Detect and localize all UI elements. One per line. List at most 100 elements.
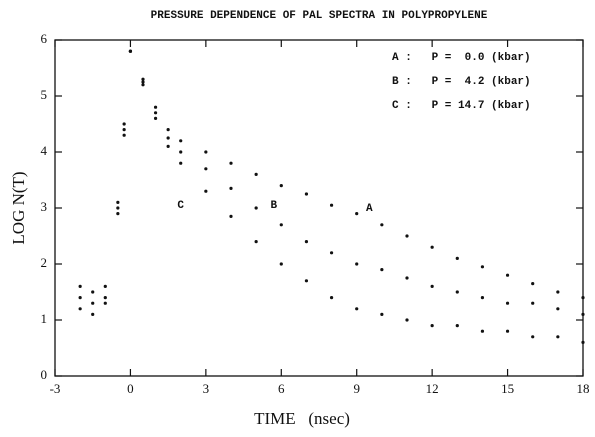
data-point xyxy=(179,139,183,143)
data-point xyxy=(103,296,107,300)
data-point xyxy=(78,296,82,300)
data-point xyxy=(581,296,585,300)
data-point xyxy=(229,214,233,218)
data-point xyxy=(355,262,359,266)
data-point xyxy=(304,192,309,196)
data-point xyxy=(166,128,170,132)
data-point xyxy=(304,240,309,244)
data-point xyxy=(153,105,158,109)
data-point xyxy=(153,116,158,120)
data-point xyxy=(229,186,233,190)
data-point xyxy=(116,212,120,216)
y-tick-label: 2 xyxy=(41,255,48,270)
data-point xyxy=(480,329,485,333)
data-point xyxy=(355,307,359,311)
data-point xyxy=(122,122,126,126)
x-tick-label: 0 xyxy=(127,381,134,396)
data-point xyxy=(405,234,409,238)
data-point xyxy=(455,256,459,260)
data-point xyxy=(556,290,560,294)
data-point xyxy=(480,296,485,300)
data-point xyxy=(116,206,120,210)
x-tick-label: 15 xyxy=(501,381,514,396)
data-point xyxy=(531,301,535,305)
legend-entry: A : P = 0.0 (kbar) xyxy=(392,52,531,64)
y-tick-label: 6 xyxy=(41,31,48,46)
data-point xyxy=(116,200,120,204)
data-point xyxy=(141,77,145,81)
data-point xyxy=(329,251,334,255)
data-point xyxy=(91,290,95,294)
data-point xyxy=(329,203,334,207)
data-point xyxy=(505,301,510,305)
y-tick-label: 4 xyxy=(41,143,48,158)
data-point xyxy=(480,265,485,269)
data-point xyxy=(166,136,170,140)
y-axis-label: LOG N(T) xyxy=(9,171,28,244)
data-point xyxy=(505,329,510,333)
chart-title: PRESSURE DEPENDENCE OF PAL SPECTRA IN PO… xyxy=(151,10,488,22)
data-point xyxy=(455,324,459,328)
data-point xyxy=(141,80,145,84)
y-tick-label: 0 xyxy=(41,367,48,382)
data-point xyxy=(229,161,233,165)
data-point xyxy=(204,189,208,193)
x-tick-label: 3 xyxy=(203,381,210,396)
data-point xyxy=(279,184,283,188)
y-tick-label: 1 xyxy=(41,311,48,326)
x-tick-label: 18 xyxy=(577,381,590,396)
x-tick-label: 12 xyxy=(426,381,439,396)
data-point xyxy=(254,240,258,244)
data-point xyxy=(204,167,208,171)
data-point xyxy=(581,340,585,344)
data-point xyxy=(91,312,95,316)
data-point xyxy=(329,296,334,300)
curve-label: C xyxy=(177,200,184,212)
data-point xyxy=(254,172,258,176)
data-point xyxy=(122,128,126,132)
legend-entry: C : P = 14.7 (kbar) xyxy=(392,100,531,112)
data-point xyxy=(556,307,560,311)
data-point xyxy=(204,150,208,154)
data-point xyxy=(430,284,434,288)
data-point xyxy=(380,312,384,316)
plot-frame xyxy=(54,39,584,377)
data-point xyxy=(304,279,309,283)
data-point xyxy=(430,324,434,328)
data-point xyxy=(128,49,133,53)
data-point xyxy=(153,111,158,115)
data-point xyxy=(279,223,283,227)
data-point xyxy=(380,268,384,272)
data-point xyxy=(78,307,82,311)
curve-label: A xyxy=(366,203,373,215)
x-tick-label: 6 xyxy=(278,381,285,396)
data-point xyxy=(405,318,409,322)
y-tick-label: 5 xyxy=(41,87,48,102)
data-point xyxy=(556,335,560,339)
data-point xyxy=(279,262,283,266)
legend-entry: B : P = 4.2 (kbar) xyxy=(392,76,531,88)
curve-label: B xyxy=(270,200,277,212)
data-point xyxy=(355,212,359,216)
data-point xyxy=(78,284,82,288)
data-point xyxy=(531,335,535,339)
data-point xyxy=(91,301,95,305)
data-point xyxy=(103,284,107,288)
data-point xyxy=(254,206,258,210)
x-axis-label: TIME (nsec) xyxy=(254,409,350,428)
data-point xyxy=(505,273,510,277)
data-point xyxy=(103,301,107,305)
x-tick-label: -3 xyxy=(50,381,61,396)
data-point xyxy=(455,290,459,294)
data-point xyxy=(179,161,183,165)
data-point xyxy=(122,133,126,137)
data-point xyxy=(179,150,183,154)
data-point xyxy=(531,282,535,286)
data-point xyxy=(430,245,434,249)
y-tick-label: 3 xyxy=(41,199,48,214)
data-point xyxy=(166,144,170,148)
data-point xyxy=(405,276,409,280)
data-point xyxy=(380,223,384,227)
data-point xyxy=(581,312,585,316)
